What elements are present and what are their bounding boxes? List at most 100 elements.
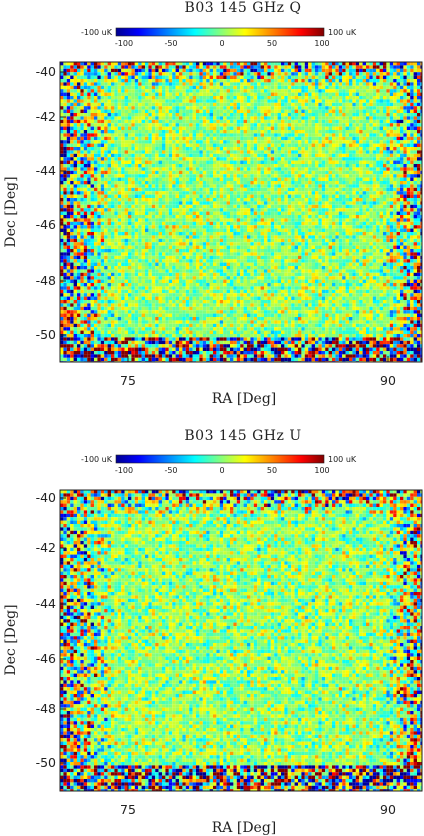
heatmap-cell [403, 133, 407, 137]
heatmap-cell [151, 133, 156, 137]
heatmap-cell [104, 85, 108, 90]
heatmap-cell [352, 116, 356, 120]
heatmap-cell [185, 126, 190, 130]
heatmap-cell [335, 126, 339, 130]
heatmap-cell [206, 181, 210, 185]
heatmap-cell [349, 102, 353, 107]
heatmap-cell [111, 119, 115, 124]
heatmap-cell [417, 147, 421, 151]
heatmap-cell [90, 116, 94, 120]
heatmap-cell [107, 153, 111, 158]
heatmap-cell [417, 106, 421, 110]
heatmap-cell [124, 208, 128, 212]
heatmap-cell [77, 174, 81, 178]
heatmap-cell [158, 211, 162, 215]
heatmap-cell [321, 211, 326, 215]
heatmap-cell [148, 164, 152, 168]
heatmap-cell [158, 167, 162, 171]
heatmap-cell [325, 174, 329, 178]
heatmap-cell [400, 187, 404, 192]
heatmap-cell [77, 123, 81, 127]
heatmap-cell [97, 160, 101, 164]
heatmap-cell [355, 174, 360, 178]
heatmap-cell [219, 72, 224, 76]
heatmap-cell [243, 187, 247, 192]
heatmap-cell [287, 194, 292, 198]
heatmap-cell [247, 170, 251, 175]
heatmap-cell [168, 160, 173, 164]
heatmap-cell [117, 181, 122, 185]
heatmap-cell [376, 177, 380, 181]
heatmap-cell [264, 143, 268, 147]
heatmap-cell [403, 198, 407, 202]
heatmap-cell [158, 184, 162, 188]
heatmap-cell [226, 102, 230, 107]
heatmap-cell [253, 106, 258, 110]
heatmap-cell [311, 62, 315, 66]
heatmap-cell [202, 150, 207, 154]
heatmap-cell [318, 75, 322, 79]
heatmap-cell [250, 177, 254, 181]
heatmap-cell [199, 99, 203, 103]
heatmap-cell [236, 201, 241, 205]
heatmap-cell [87, 211, 91, 215]
heatmap-cell [400, 164, 404, 168]
heatmap-cell [175, 65, 179, 69]
colorbar: -100 uK 100 uK -100 -50 0 50 100 [81, 27, 357, 48]
heatmap-cell [383, 170, 387, 175]
heatmap-cell [243, 218, 247, 222]
heatmap-cell [389, 99, 394, 103]
heatmap-cell [199, 153, 203, 158]
heatmap-cell [403, 170, 407, 175]
heatmap-cell [406, 184, 411, 188]
heatmap-cell [63, 126, 67, 130]
heatmap-cell [175, 130, 179, 134]
heatmap-cell [114, 82, 118, 86]
heatmap-cell [315, 123, 319, 127]
heatmap-cell [66, 113, 71, 117]
heatmap-cell [335, 92, 339, 96]
heatmap-cell [355, 204, 360, 209]
heatmap-cell [128, 113, 132, 117]
heatmap-cell [223, 68, 227, 73]
heatmap-cell [325, 72, 329, 76]
heatmap-cell [216, 218, 220, 222]
heatmap-cell [389, 68, 394, 73]
heatmap-cell [260, 130, 264, 134]
heatmap-cell [338, 75, 343, 79]
heatmap-cell [301, 130, 305, 134]
heatmap-cell [413, 96, 417, 100]
heatmap-cell [162, 75, 166, 79]
heatmap-cell [124, 177, 128, 181]
heatmap-cell [281, 198, 285, 202]
heatmap-cell [270, 177, 275, 181]
heatmap-cell [359, 85, 363, 90]
heatmap-cell [233, 147, 237, 151]
heatmap-cell [308, 211, 312, 215]
heatmap-cell [213, 204, 217, 209]
heatmap-cell [260, 140, 264, 144]
heatmap-cell [396, 198, 400, 202]
heatmap-cell [141, 113, 145, 117]
heatmap-cell [226, 157, 230, 161]
heatmap-cell [97, 119, 101, 124]
heatmap-cell [196, 130, 200, 134]
heatmap-cell [138, 204, 142, 209]
heatmap-cell [219, 204, 224, 209]
heatmap-cell [179, 177, 183, 181]
heatmap-cell [94, 170, 98, 175]
heatmap-cell [393, 150, 397, 154]
heatmap-cell [124, 116, 128, 120]
heatmap-cell [304, 157, 309, 161]
heatmap-cell [199, 102, 203, 107]
heatmap-cell [376, 167, 380, 171]
heatmap-cell [304, 72, 309, 76]
heatmap-cell [121, 187, 125, 192]
heatmap-cell [260, 194, 264, 198]
heatmap-cell [383, 102, 387, 107]
heatmap-cell [216, 147, 220, 151]
heatmap-cell [253, 191, 258, 195]
heatmap-cell [257, 75, 261, 79]
heatmap-cell [121, 174, 125, 178]
heatmap-cell [389, 92, 394, 96]
